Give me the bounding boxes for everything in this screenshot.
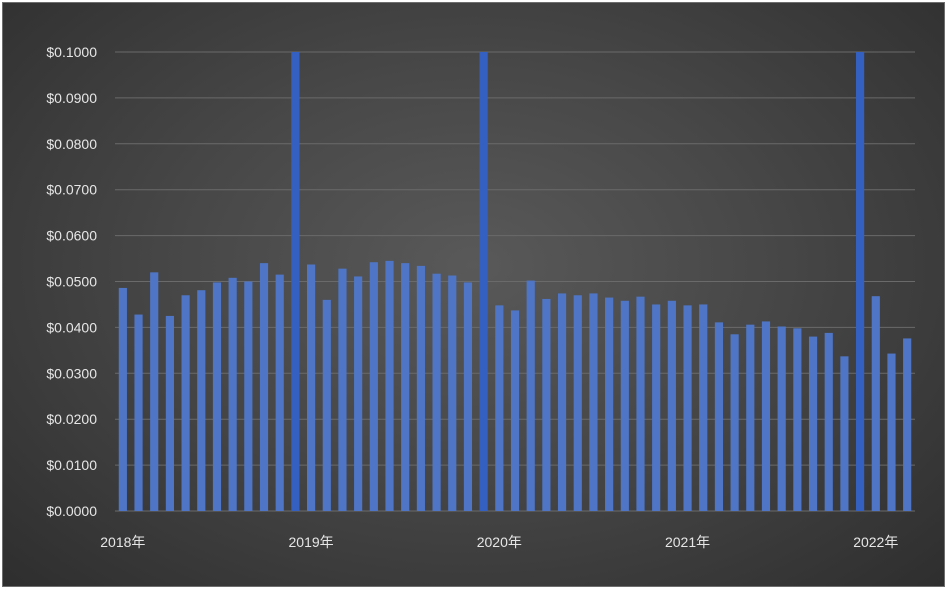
bar [903,338,912,511]
bar [871,296,880,511]
bar [620,300,629,511]
bar [259,263,269,511]
y-tick-label: $0.0100 [46,457,97,473]
y-tick-label: $0.0600 [46,228,97,244]
bar [526,280,535,511]
y-tick-label: $0.0700 [46,182,97,198]
bar [856,52,865,511]
bar [887,353,896,511]
bar [730,334,739,511]
bar [761,321,771,511]
bar [746,324,755,511]
bar [181,295,190,511]
bar [683,305,692,511]
bar [228,277,237,511]
x-tick-label: 2018年 [100,534,145,550]
bar [840,356,849,511]
bar [307,264,316,511]
bar [573,295,582,511]
bar [338,268,347,511]
bar [589,293,598,511]
bar-chart: $0.0000 $0.0100 $0.0200 $0.0300 $0.0400 $0.05… [46,44,915,550]
bar [667,300,676,511]
bar [479,52,488,511]
bar [432,273,441,511]
y-tick-label: $0.0800 [46,136,97,152]
bar [699,304,708,511]
bar [557,293,567,511]
bar [416,265,425,511]
y-tick-label: $0.0000 [46,503,97,519]
bars [118,52,912,511]
bar [824,332,833,511]
bar [510,310,520,511]
y-tick-label: $0.0500 [46,274,97,290]
bar [385,260,394,511]
bar [134,314,143,511]
y-axis: $0.0000 $0.0100 $0.0200 $0.0300 $0.0400 $0.05… [46,44,97,519]
bar [354,276,363,511]
bar [197,290,206,511]
bar [212,282,222,511]
bar [244,281,253,511]
bar [401,263,410,511]
bar [714,322,723,511]
bar [777,326,786,511]
bar [808,336,818,511]
y-tick-label: $0.0900 [46,90,97,106]
x-tick-label: 2020年 [477,534,522,550]
y-tick-label: $0.1000 [46,44,97,60]
bar [605,297,614,511]
bar [542,298,551,511]
bar [150,272,159,511]
bar [369,262,378,511]
bar [448,275,457,511]
y-tick-label: $0.0200 [46,411,97,427]
bar [495,305,504,511]
bar [118,287,127,511]
bar [322,299,331,511]
bar [636,296,645,511]
bar [165,315,174,511]
bar [291,52,300,511]
bar [275,274,284,511]
y-tick-label: $0.0400 [46,319,97,335]
bar [652,304,661,511]
chart-area: $0.0000 $0.0100 $0.0200 $0.0300 $0.0400 $0.05… [2,2,945,587]
x-axis: 2018年 2019年 2020年 2021年 2022年 [100,534,898,550]
x-tick-label: 2021年 [665,534,710,550]
y-tick-label: $0.0300 [46,365,97,381]
x-tick-label: 2022年 [853,534,898,550]
bar [463,282,473,511]
x-tick-label: 2019年 [289,534,334,550]
bar [793,328,802,511]
